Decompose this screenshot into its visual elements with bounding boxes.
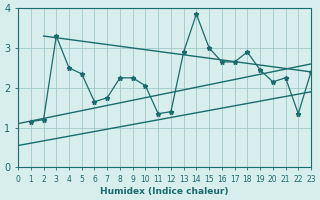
X-axis label: Humidex (Indice chaleur): Humidex (Indice chaleur) [100, 187, 229, 196]
